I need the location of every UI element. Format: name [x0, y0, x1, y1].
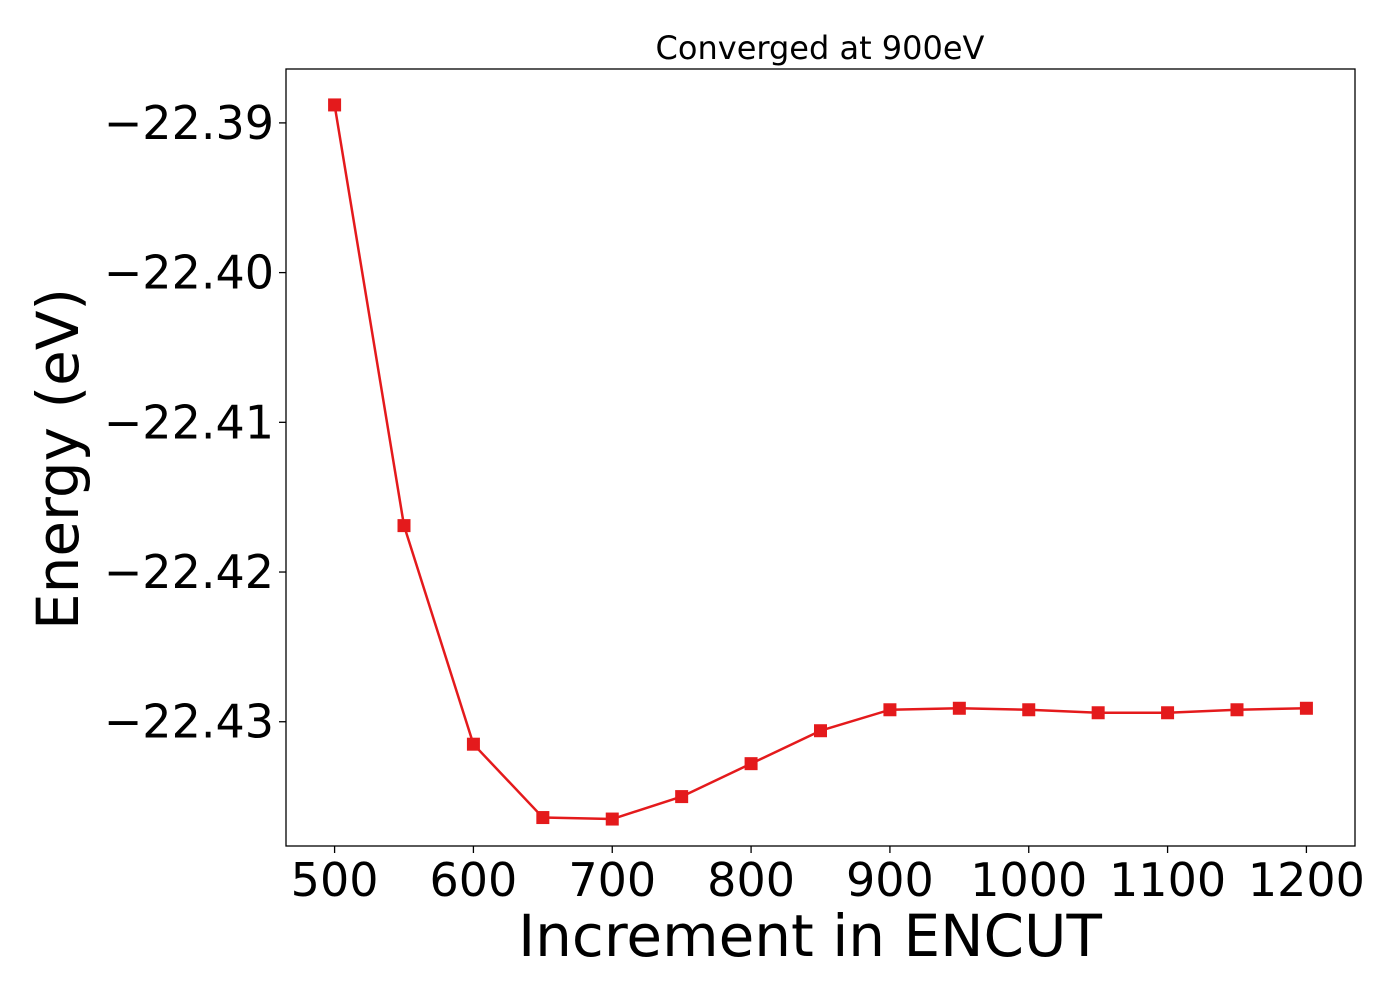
data-point-marker: [605, 812, 619, 826]
data-point-marker: [1091, 706, 1105, 720]
y-tick-label: −22.41: [104, 395, 274, 449]
data-point-marker: [1299, 701, 1313, 715]
data-point-marker: [1230, 703, 1244, 717]
data-point-marker: [536, 811, 550, 825]
series-layer: [328, 98, 1313, 826]
x-tick-label: 700: [568, 853, 656, 907]
y-axis-label: Energy (eV): [24, 288, 92, 630]
y-tick-label: −22.39: [104, 96, 274, 150]
x-tick-label: 900: [846, 853, 934, 907]
plot-area: 500 600 700 800 900 1000 1100 1200 −22.39 −22.40…: [104, 68, 1365, 907]
x-tick-label: 500: [291, 853, 379, 907]
data-point-marker: [1022, 703, 1036, 717]
data-point-marker: [744, 757, 758, 771]
x-tick-label: 1200: [1248, 853, 1365, 907]
x-axis-label: Increment in ENCUT: [518, 902, 1102, 970]
x-tick-label: 600: [430, 853, 518, 907]
x-tick-label: 1100: [1109, 853, 1226, 907]
x-tick-label: 800: [707, 853, 795, 907]
data-point-marker: [952, 701, 966, 715]
x-axis-ticks: 500 600 700 800 900 1000 1100 1200: [291, 846, 1365, 907]
y-axis-ticks: −22.39 −22.40 −22.41 −22.42 −22.43: [104, 96, 286, 749]
y-tick-label: −22.42: [104, 545, 274, 599]
data-point-marker: [397, 519, 411, 533]
data-point-marker: [883, 703, 897, 717]
y-tick-label: −22.40: [104, 246, 274, 300]
y-tick-label: −22.43: [104, 695, 274, 749]
data-point-marker: [328, 98, 342, 112]
chart-title: Converged at 900eV: [656, 29, 985, 67]
data-point-marker: [814, 724, 827, 738]
plot-frame: [285, 68, 1356, 847]
x-tick-label: 1000: [970, 853, 1087, 907]
data-point-marker: [466, 737, 480, 751]
data-point-marker: [675, 790, 689, 804]
data-point-marker: [1161, 706, 1175, 720]
